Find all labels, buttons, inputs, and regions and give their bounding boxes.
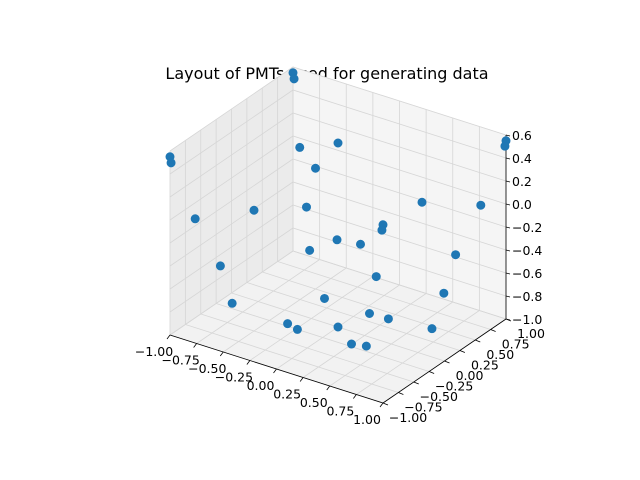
y-tick-label: 0.50 xyxy=(486,347,514,362)
z-tick-mark xyxy=(505,318,511,321)
z-tick-label: −0.6 xyxy=(512,266,542,281)
z-grid-line xyxy=(169,112,507,198)
x-tick-mark xyxy=(246,360,251,365)
x-axis-ticks: −1.00−0.75−0.50−0.250.000.250.500.751.00 xyxy=(135,334,384,427)
x-tick-mark xyxy=(353,394,357,399)
z-tick-label: −1.0 xyxy=(512,312,542,327)
z-tick-label: 0.2 xyxy=(512,174,532,189)
pmt-point xyxy=(347,339,356,349)
y-tick-label: −0.50 xyxy=(420,389,458,404)
z-axis-ticks: −1.0 −0.8 −0.6 −0.4 −0.2 0.0 0.2 0.4 0.6 xyxy=(505,128,542,327)
z-tick-mark xyxy=(505,203,511,206)
y-tick-mark xyxy=(490,329,496,332)
z-grid-line xyxy=(169,204,507,290)
z-tick-mark xyxy=(505,295,511,298)
x-tick-label: 1.00 xyxy=(353,412,381,427)
pmt-point xyxy=(476,200,486,210)
y-tick-label: −0.25 xyxy=(435,379,473,394)
pmt-point xyxy=(215,261,225,271)
y-tick-mark xyxy=(428,371,435,374)
x-tick-label: 0.50 xyxy=(300,395,328,410)
y-tick-label: −1.00 xyxy=(389,410,427,425)
x-tick-label: −0.25 xyxy=(215,370,253,385)
y-tick-mark xyxy=(413,381,419,385)
x-tick-mark xyxy=(193,343,197,348)
z-tick-label: −0.2 xyxy=(512,220,542,235)
z-tick-mark xyxy=(505,226,511,229)
z-tick-label: −0.8 xyxy=(512,289,542,304)
y-tick-label: 1.00 xyxy=(517,326,545,341)
z-tick-mark xyxy=(505,180,511,183)
pmt-point xyxy=(166,158,176,168)
pmt-point xyxy=(283,319,293,329)
y-tick-mark xyxy=(459,350,466,353)
pmt-point xyxy=(289,74,299,84)
z-tick-mark xyxy=(505,134,511,137)
x-tick-label: −0.75 xyxy=(161,353,199,368)
z-tick-mark xyxy=(505,157,511,160)
z-grid-line xyxy=(169,158,507,244)
x-tick-label: 0.00 xyxy=(247,378,275,393)
pmt-point xyxy=(311,163,320,173)
x-tick-label: 0.25 xyxy=(273,387,301,402)
y-axis-ticks: −1.00−0.75−0.50−0.250.000.250.500.751.00 xyxy=(382,318,545,425)
pmt-point xyxy=(451,250,461,260)
z-tick-label: 0.4 xyxy=(512,151,532,166)
z-tick-label: −0.4 xyxy=(512,243,542,258)
pmt-point xyxy=(377,225,387,235)
x-tick-label: −1.00 xyxy=(135,344,173,359)
y-tick-mark xyxy=(475,339,481,343)
pmt-point xyxy=(333,138,343,148)
y-tick-label: 0.25 xyxy=(471,358,499,373)
y-tick-label: 0.00 xyxy=(456,368,484,383)
y-tick-label: −0.75 xyxy=(404,400,442,415)
z-tick-mark xyxy=(505,272,511,275)
z-grid-line xyxy=(169,135,507,221)
pmt-point xyxy=(356,239,365,249)
pmt-point xyxy=(361,341,371,351)
y-tick-mark xyxy=(382,402,389,406)
pmt-point xyxy=(333,322,343,332)
pmt-point xyxy=(227,298,237,308)
pmt-point xyxy=(305,245,315,255)
x-tick-mark xyxy=(219,351,224,357)
pmt-point xyxy=(249,205,259,215)
x-tick-mark xyxy=(326,385,331,391)
pmt-point xyxy=(500,141,510,151)
x-tick-mark xyxy=(166,334,171,340)
z-grid-line xyxy=(169,227,507,313)
pmt-point xyxy=(332,235,342,245)
y-tick-mark xyxy=(398,392,404,395)
x-tick-mark xyxy=(299,377,304,382)
y-tick-label: 0.75 xyxy=(502,337,530,352)
pmt-point xyxy=(302,202,311,212)
data-points xyxy=(165,68,511,351)
pmt-point xyxy=(295,142,305,152)
z-tick-label: 0.0 xyxy=(512,197,532,212)
x-tick-mark xyxy=(379,402,384,408)
z-grid-line xyxy=(169,250,507,336)
chart-title: Layout of PMTs used for generating data xyxy=(165,64,488,83)
pmt-point xyxy=(292,324,302,334)
x-tick-label: 0.75 xyxy=(326,404,354,419)
z-tick-mark xyxy=(505,249,511,252)
z-grid-line xyxy=(169,89,507,175)
y-tick-mark xyxy=(444,360,450,364)
pmt-point xyxy=(417,197,427,207)
pmt-point xyxy=(383,314,393,324)
pmt-point xyxy=(190,214,200,224)
pmt-point xyxy=(439,288,449,298)
pmt-point xyxy=(371,272,381,282)
pmt-point xyxy=(365,309,374,318)
pmt-point xyxy=(427,324,437,334)
z-grid-line xyxy=(169,181,507,267)
pmt-point xyxy=(320,293,329,303)
z-tick-label: 0.6 xyxy=(512,128,532,143)
x-tick-mark xyxy=(273,368,277,374)
x-tick-label: −0.50 xyxy=(188,361,226,376)
z-grid-line xyxy=(169,66,507,152)
grid-lines xyxy=(169,66,507,404)
